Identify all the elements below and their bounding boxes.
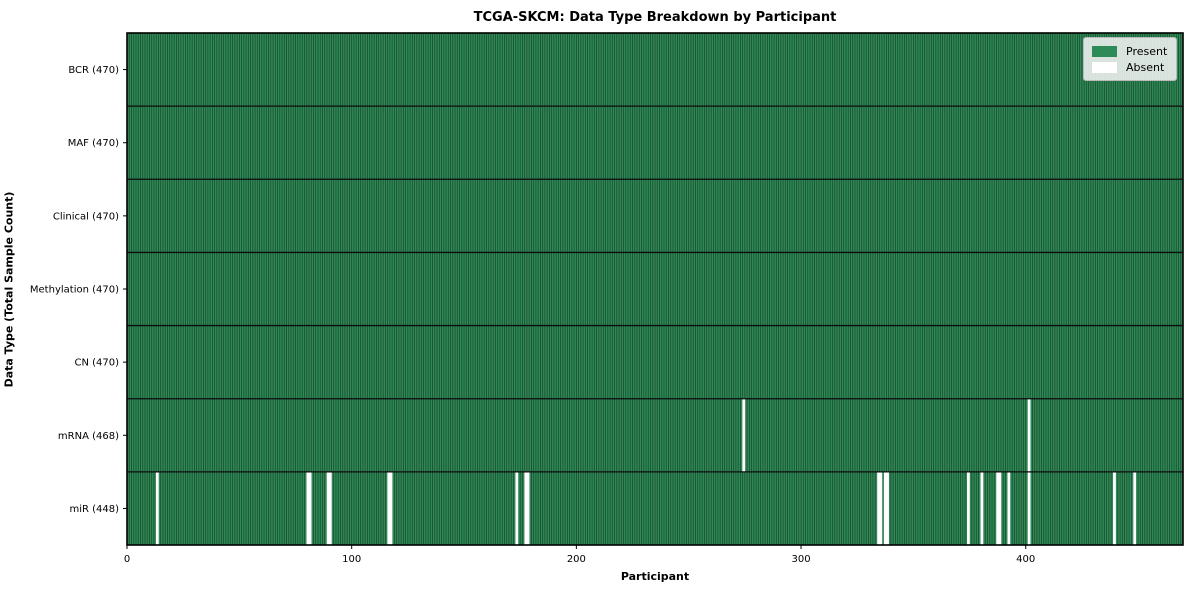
svg-text:0: 0 xyxy=(124,554,130,565)
svg-text:mRNA (468): mRNA (468) xyxy=(58,431,119,442)
svg-text:CN (470): CN (470) xyxy=(74,358,119,369)
legend-label-present: Present xyxy=(1126,44,1168,58)
legend-label-absent: Absent xyxy=(1126,60,1165,74)
svg-text:300: 300 xyxy=(791,554,810,565)
svg-text:200: 200 xyxy=(567,554,586,565)
svg-text:MAF (470): MAF (470) xyxy=(68,138,119,149)
x-axis-label: Participant xyxy=(620,570,690,583)
chart-title: TCGA-SKCM: Data Type Breakdown by Partic… xyxy=(473,10,837,25)
legend-swatch-present-icon xyxy=(1092,45,1117,57)
legend-swatch-absent-icon xyxy=(1092,61,1117,73)
svg-text:100: 100 xyxy=(342,554,361,565)
svg-text:miR (448): miR (448) xyxy=(69,504,119,515)
svg-text:Methylation (470): Methylation (470) xyxy=(30,285,119,296)
legend-entry-present: Present xyxy=(1092,43,1168,59)
legend-entry-absent: Absent xyxy=(1092,59,1168,75)
svg-text:BCR (470): BCR (470) xyxy=(68,65,119,76)
svg-text:400: 400 xyxy=(1016,554,1035,565)
svg-text:Clinical (470): Clinical (470) xyxy=(53,211,119,222)
legend: Present Absent xyxy=(1083,37,1177,81)
